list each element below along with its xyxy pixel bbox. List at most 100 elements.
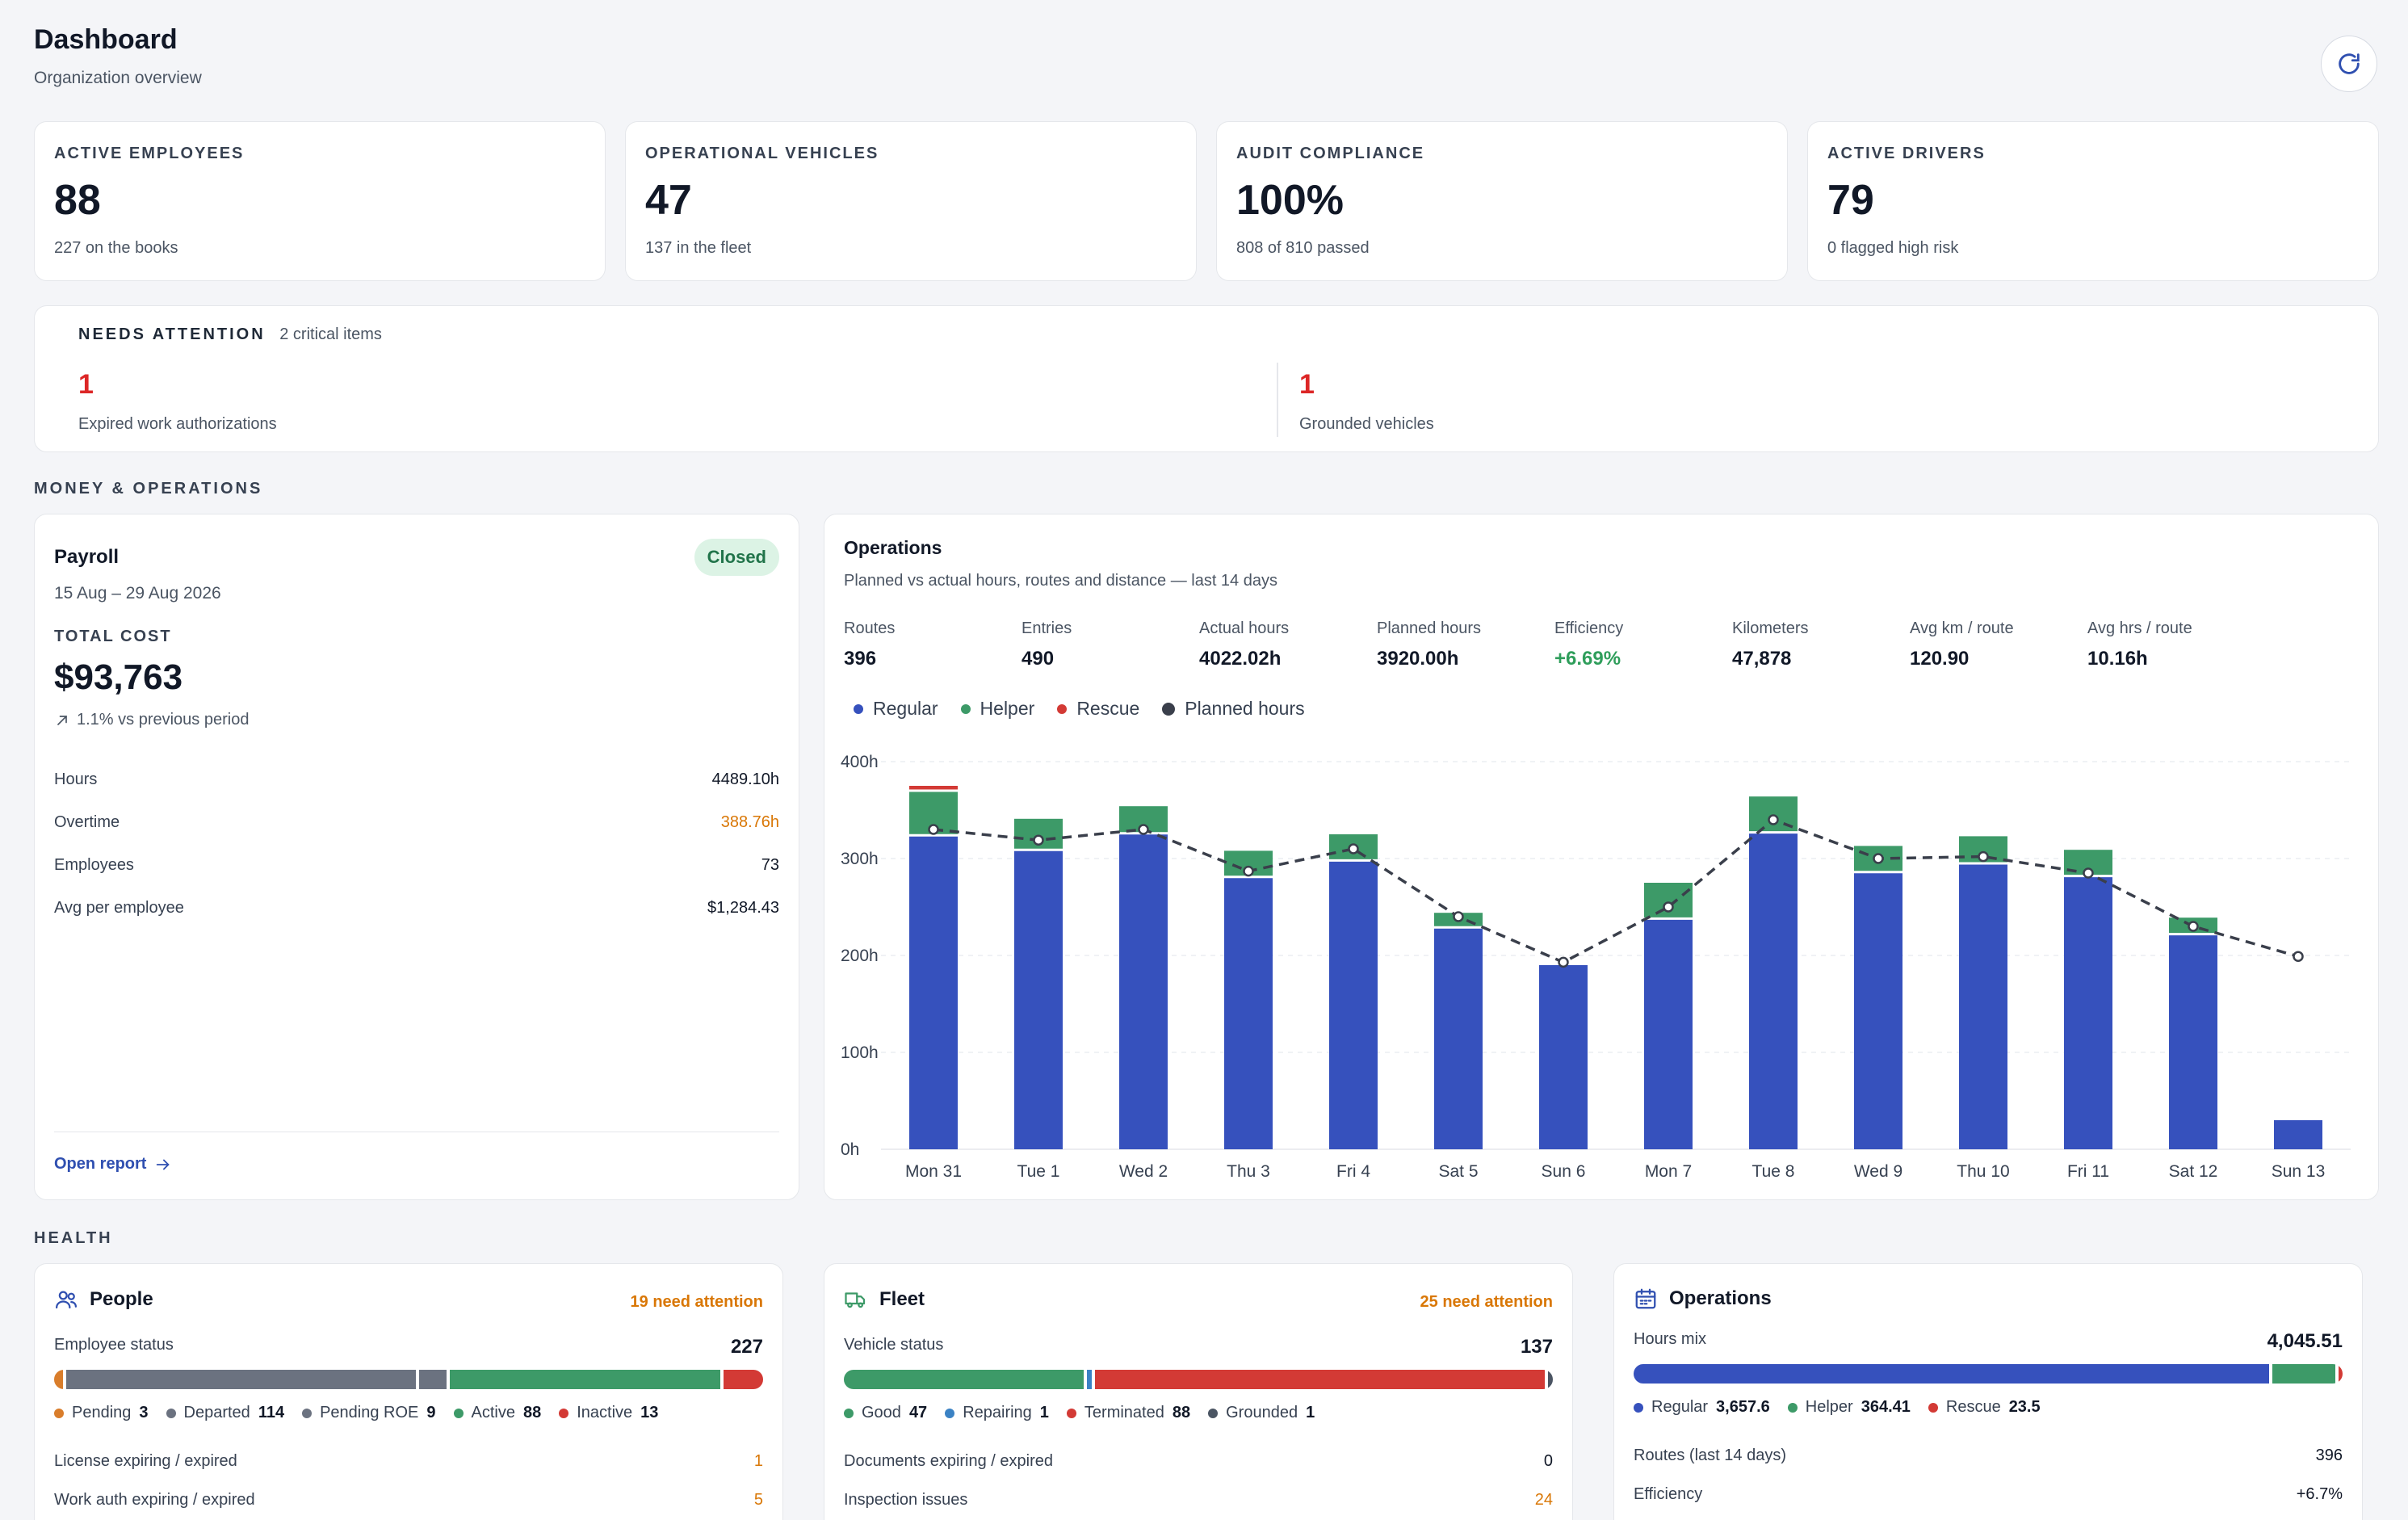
stat-label: Entries <box>1022 619 1072 637</box>
bar-regular-9[interactable] <box>1854 871 1902 1149</box>
ops-row-efficiency[interactable]: Efficiency +6.7% <box>1634 1475 2343 1514</box>
employee-status-label: Employee status <box>54 1336 174 1354</box>
legend-swatch <box>54 1408 64 1418</box>
legend-item-departed[interactable]: Departed 114 <box>166 1404 284 1422</box>
legend-item-repairing[interactable]: Repairing 1 <box>945 1404 1049 1422</box>
legend-item-regular[interactable]: Regular 3,657.6 <box>1634 1398 1770 1417</box>
x-tick-label: Fri 11 <box>2067 1162 2109 1181</box>
row-label: Documents expiring / expired <box>844 1451 1054 1470</box>
bar-regular-4[interactable] <box>1329 860 1378 1149</box>
payroll-footer: Open report <box>54 1132 779 1174</box>
legend-item-planned-hours[interactable]: Planned hours <box>1162 698 1305 720</box>
page-header: Dashboard Organization overview <box>34 24 202 88</box>
bar-regular-11[interactable] <box>2064 875 2112 1149</box>
planned-point-6[interactable] <box>1558 956 1569 968</box>
planned-point-11[interactable] <box>2083 867 2094 879</box>
bar-regular-7[interactable] <box>1644 918 1693 1149</box>
bar-regular-3[interactable] <box>1224 876 1273 1149</box>
legend-item-regular[interactable]: Regular <box>854 698 938 720</box>
stat-label: Planned hours <box>1377 619 1481 637</box>
planned-point-1[interactable] <box>1033 834 1044 846</box>
bar-regular-8[interactable] <box>1749 832 1798 1149</box>
planned-point-9[interactable] <box>1873 853 1884 864</box>
legend-item-helper[interactable]: Helper <box>960 698 1034 720</box>
chart-legend: Regular Helper Rescue Planned hours <box>854 698 2359 720</box>
bar-segment-rescue <box>2338 1364 2343 1384</box>
bar-regular-6[interactable] <box>1539 965 1588 1149</box>
bar-segment-pending <box>54 1370 64 1389</box>
legend-label: Helper <box>1805 1398 1853 1416</box>
legend-count: 47 <box>908 1404 928 1421</box>
legend-item-inactive[interactable]: Inactive 13 <box>559 1404 658 1422</box>
stat-value: $1,284.43 <box>707 899 779 917</box>
planned-point-12[interactable] <box>2188 921 2199 932</box>
legend-item-rescue[interactable]: Rescue 23.5 <box>1928 1398 2041 1417</box>
legend-item-terminated[interactable]: Terminated 88 <box>1066 1404 1190 1422</box>
legend-item-active[interactable]: Active 88 <box>453 1404 542 1422</box>
legend-count: 88 <box>522 1404 542 1421</box>
payroll-stat-overtime: Overtime 388.76h <box>54 801 779 844</box>
kpi-label: ACTIVE EMPLOYEES <box>54 145 245 162</box>
refresh-button[interactable] <box>2321 36 2377 92</box>
legend-swatch <box>559 1408 569 1418</box>
planned-point-3[interactable] <box>1243 865 1254 877</box>
fleet-title: Fleet <box>844 1287 925 1312</box>
bar-helper-7[interactable] <box>1644 883 1693 919</box>
people-row-license[interactable]: License expiring / expired 1 <box>54 1442 763 1480</box>
bar-regular-13[interactable] <box>2274 1120 2322 1149</box>
planned-point-2[interactable] <box>1138 824 1149 835</box>
legend-item-good[interactable]: Good 47 <box>844 1404 927 1422</box>
legend-item-pending-roe[interactable]: Pending ROE 9 <box>302 1404 436 1422</box>
fleet-attention[interactable]: 25 need attention <box>1420 1293 1553 1311</box>
people-attention[interactable]: 19 need attention <box>630 1293 763 1311</box>
bar-regular-1[interactable] <box>1014 850 1063 1149</box>
row-value: 0 <box>1543 1451 1553 1470</box>
bar-rescue-0[interactable] <box>909 786 958 791</box>
legend-label: Grounded <box>1226 1404 1298 1421</box>
planned-point-7[interactable] <box>1663 901 1674 913</box>
legend-swatch <box>166 1408 176 1418</box>
fleet-row-documents[interactable]: Documents expiring / expired 0 <box>844 1442 1553 1480</box>
y-tick-label: 200h <box>841 947 879 965</box>
ops-stat-planned-hours: Planned hours 3920.00h <box>1377 619 1554 670</box>
attention-item-grounded-vehicles[interactable]: 1 Grounded vehicles <box>1299 369 1434 434</box>
bar-regular-0[interactable] <box>909 835 958 1149</box>
ops-row-routes[interactable]: Routes (last 14 days) 396 <box>1634 1436 2343 1475</box>
bar-regular-10[interactable] <box>1959 863 2007 1149</box>
open-report-link[interactable]: Open report <box>54 1155 172 1174</box>
payroll-stat-employees: Employees 73 <box>54 844 779 887</box>
fleet-row-inspection[interactable]: Inspection issues 24 <box>844 1480 1553 1519</box>
planned-point-13[interactable] <box>2293 951 2304 962</box>
legend-item-grounded[interactable]: Grounded 1 <box>1208 1404 1315 1422</box>
people-row-work-auth[interactable]: Work auth expiring / expired 5 <box>54 1480 763 1519</box>
planned-point-10[interactable] <box>1978 850 1989 863</box>
ops-health-title-label: Operations <box>1669 1287 1772 1309</box>
legend-count: 364.41 <box>1861 1398 1911 1416</box>
legend-item-rescue[interactable]: Rescue <box>1057 698 1139 720</box>
bar-regular-2[interactable] <box>1119 833 1168 1149</box>
stat-value: 388.76h <box>720 813 779 831</box>
kpi-sub: 808 of 810 passed <box>1236 239 1370 257</box>
page-title: Dashboard <box>34 24 178 55</box>
trend-label: 1.1% vs previous period <box>77 711 250 729</box>
stat-value: 396 <box>844 648 877 670</box>
operations-title: Operations <box>844 537 942 558</box>
legend-swatch <box>453 1408 464 1418</box>
attention-label: Expired work authorizations <box>78 415 277 433</box>
health-fleet-card: Fleet 25 need attention Vehicle status 13… <box>824 1263 1573 1520</box>
planned-point-5[interactable] <box>1453 911 1464 922</box>
attention-item-work-auth[interactable]: 1 Expired work authorizations <box>78 369 277 434</box>
attention-value: 1 <box>1299 369 1315 400</box>
kpi-label: AUDIT COMPLIANCE <box>1236 145 1425 162</box>
x-tick-label: Mon 31 <box>905 1162 962 1181</box>
legend-item-pending[interactable]: Pending 3 <box>54 1404 149 1422</box>
bar-regular-5[interactable] <box>1434 927 1483 1149</box>
planned-point-4[interactable] <box>1348 843 1359 854</box>
calendar-icon <box>1635 1288 1656 1309</box>
row-label: Efficiency <box>1634 1484 1703 1503</box>
planned-point-8[interactable] <box>1768 814 1779 825</box>
legend-item-helper[interactable]: Helper 364.41 <box>1787 1398 1911 1417</box>
bar-regular-12[interactable] <box>2169 934 2217 1149</box>
planned-point-0[interactable] <box>928 824 939 835</box>
stat-label: Avg km / route <box>1910 619 2014 637</box>
